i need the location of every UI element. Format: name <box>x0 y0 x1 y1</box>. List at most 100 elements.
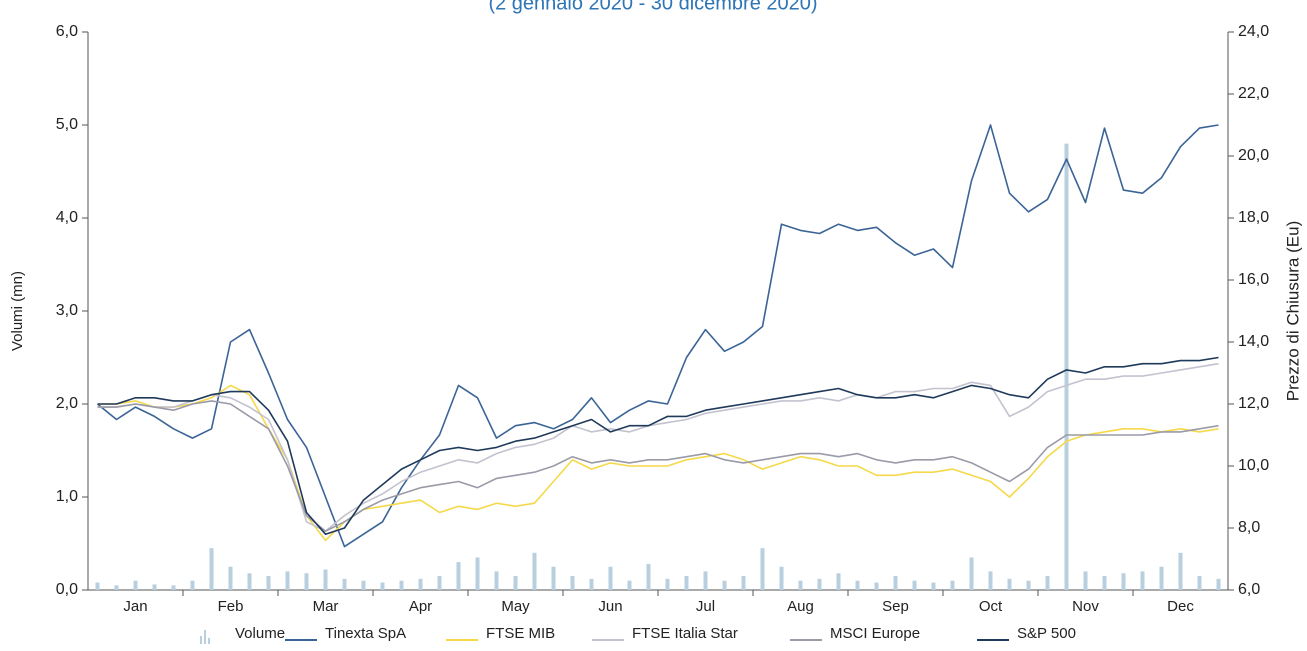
volume-bar <box>1140 571 1145 590</box>
volume-bar <box>418 578 423 590</box>
legend-label: FTSE MIB <box>486 625 555 642</box>
y-axis-label: Volumi (mn) <box>9 271 26 351</box>
series-line <box>96 124 1219 548</box>
volume-bar <box>760 548 765 590</box>
volume-bar <box>836 573 841 590</box>
volume-bar <box>722 580 727 590</box>
volume-bar <box>380 582 385 590</box>
volume-bar <box>893 576 898 590</box>
volume-bar <box>1178 552 1183 590</box>
volume-bar <box>247 573 252 590</box>
volume-bar <box>874 582 879 590</box>
volume-bar <box>855 580 860 590</box>
volume-bar <box>627 580 632 590</box>
volume-bar <box>437 576 442 590</box>
volume-bar <box>456 562 461 590</box>
volume-bar <box>513 576 518 590</box>
legend-swatch <box>208 638 210 644</box>
y2-tick-label: 18,0 <box>1238 209 1269 226</box>
y2-tick-label: 12,0 <box>1238 395 1269 412</box>
volume-bar <box>323 569 328 590</box>
volume-bar <box>209 548 214 590</box>
chart-subtitle: (2 gennaio 2020 - 30 dicembre 2020) <box>488 0 817 14</box>
volume-bar <box>532 552 537 590</box>
volume-bar <box>1064 143 1069 590</box>
volume-bar <box>1121 573 1126 590</box>
volume-bar <box>399 580 404 590</box>
y-tick-label: 3,0 <box>56 302 78 319</box>
y-tick-label: 4,0 <box>56 209 78 226</box>
y2-tick-label: 24,0 <box>1238 23 1269 40</box>
volume-bar <box>817 578 822 590</box>
volume-bar <box>494 571 499 590</box>
volume-bar <box>171 585 176 590</box>
volume-bar <box>266 576 271 590</box>
legend-label: FTSE Italia Star <box>632 625 738 642</box>
volume-bar <box>1026 580 1031 590</box>
volume-bar <box>969 557 974 590</box>
volume-bar <box>931 582 936 590</box>
legend-label: Tinexta SpA <box>325 625 406 642</box>
y-tick-label: 5,0 <box>56 116 78 133</box>
volume-bar <box>304 573 309 590</box>
volume-bar <box>475 557 480 590</box>
volume-bar <box>1197 576 1202 590</box>
volume-bar <box>361 580 366 590</box>
legend-swatch <box>200 636 202 644</box>
volume-bar <box>988 571 993 590</box>
legend-label: Volume <box>235 625 285 642</box>
y2-axis-label: Prezzo di Chiusura (Eu) <box>1283 221 1302 401</box>
y-tick-label: 2,0 <box>56 395 78 412</box>
volume-bar <box>152 584 157 590</box>
x-tick-label: Sep <box>882 598 909 615</box>
volume-bar <box>570 576 575 590</box>
volume-bar <box>608 566 613 590</box>
legend-label: MSCI Europe <box>830 625 920 642</box>
volume-bar <box>1159 566 1164 590</box>
volume-bar <box>228 566 233 590</box>
volume-bar <box>1007 578 1012 590</box>
volume-bar <box>95 582 100 590</box>
x-tick-label: Nov <box>1072 598 1099 615</box>
x-tick-label: Oct <box>979 598 1003 615</box>
volume-bar <box>1216 578 1221 590</box>
volume-bar <box>285 571 290 590</box>
volume-bar <box>1045 576 1050 590</box>
x-tick-label: Mar <box>313 598 339 615</box>
volume-bar <box>114 585 119 590</box>
x-tick-label: May <box>501 598 530 615</box>
volume-bar <box>741 576 746 590</box>
y-tick-label: 6,0 <box>56 23 78 40</box>
volume-bar <box>1102 576 1107 590</box>
x-tick-label: Apr <box>409 598 432 615</box>
x-tick-label: Aug <box>787 598 814 615</box>
series-line <box>97 356 1219 535</box>
y2-tick-label: 6,0 <box>1238 581 1260 598</box>
volume-bar <box>779 566 784 590</box>
legend-label: S&P 500 <box>1017 625 1076 642</box>
series-line <box>97 400 1219 532</box>
volume-bar <box>950 580 955 590</box>
volume-bar <box>684 576 689 590</box>
legend-swatch <box>204 630 206 644</box>
volume-bar <box>798 580 803 590</box>
volume-bar <box>703 571 708 590</box>
y-tick-label: 0,0 <box>56 581 78 598</box>
volume-bar <box>1083 571 1088 590</box>
x-tick-label: Jan <box>123 598 147 615</box>
x-tick-label: Jun <box>598 598 622 615</box>
volume-bar <box>665 578 670 590</box>
volume-bar <box>133 580 138 590</box>
volume-bar <box>912 580 917 590</box>
y-tick-label: 1,0 <box>56 488 78 505</box>
y2-tick-label: 16,0 <box>1238 271 1269 288</box>
volume-bar <box>589 578 594 590</box>
y2-tick-label: 20,0 <box>1238 147 1269 164</box>
volume-bar <box>190 580 195 590</box>
series-line <box>97 362 1219 532</box>
y2-tick-label: 10,0 <box>1238 457 1269 474</box>
volume-bar <box>646 563 651 590</box>
x-tick-label: Dec <box>1167 598 1194 615</box>
y2-tick-label: 8,0 <box>1238 519 1260 536</box>
